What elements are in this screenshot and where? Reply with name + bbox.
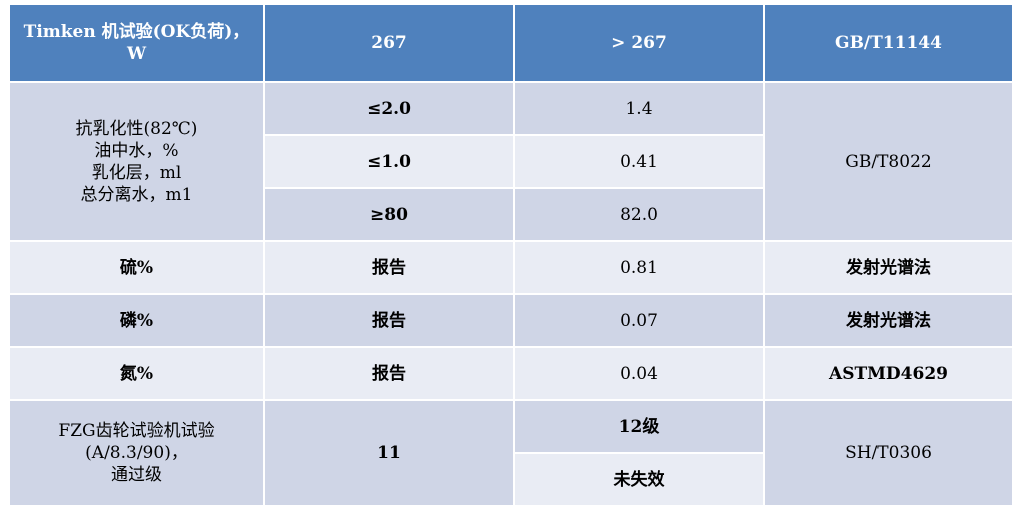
fzg-item-cell: FZG齿轮试验机试验 (A/8.3/90)， 通过级 bbox=[8, 399, 265, 507]
demulsibility-row-1: 抗乳化性(82℃) 油中水，% 乳化层，ml 总分离水，m1 ≤2.0 1.4 … bbox=[8, 81, 1014, 242]
nitrogen-spec-cell: 报告 bbox=[263, 346, 515, 401]
nitrogen-item-cell: 氮% bbox=[8, 346, 265, 401]
fzg-result-cell-1: 12级 bbox=[513, 399, 765, 454]
nitrogen-row: 氮% 报告 0.04 ASTMD4629 bbox=[8, 346, 1014, 401]
demulsibility-line-4: 总分离水，m1 bbox=[80, 184, 193, 205]
total-water-spec-cell: ≥80 bbox=[263, 187, 515, 242]
demulsibility-line-1: 抗乳化性(82℃) bbox=[75, 118, 198, 139]
total-water-result-cell: 82.0 bbox=[513, 187, 765, 242]
demulsibility-item-cell: 抗乳化性(82℃) 油中水，% 乳化层，ml 总分离水，m1 bbox=[8, 81, 265, 242]
fzg-row-2: 未失效 bbox=[9, 452, 1013, 507]
fzg-spec-cell: 11 bbox=[263, 399, 515, 507]
sulfur-item-cell: 硫% bbox=[8, 240, 265, 295]
sulfur-result-cell: 0.81 bbox=[513, 240, 765, 295]
fzg-method-cell: SH/T0306 bbox=[763, 399, 1014, 507]
demulsibility-method-cell: GB/T8022 bbox=[763, 81, 1014, 242]
fzg-line-3: 通过级 bbox=[111, 465, 162, 485]
fzg-line-2: (A/8.3/90)， bbox=[85, 443, 188, 463]
demulsibility-line-3: 乳化层，ml bbox=[91, 162, 182, 183]
phosphorus-method-cell: 发射光谱法 bbox=[763, 293, 1014, 348]
header-method-cell: GB/T11144 bbox=[763, 3, 1014, 83]
emulsion-layer-result-cell: 0.41 bbox=[513, 134, 765, 189]
sulfur-row: 硫% 报告 0.81 发射光谱法 bbox=[8, 240, 1014, 295]
phosphorus-item-cell: 磷% bbox=[8, 293, 265, 348]
header-item-cell: Timken 机试验(OK负荷)，W bbox=[8, 3, 265, 83]
sulfur-method-cell: 发射光谱法 bbox=[763, 240, 1014, 295]
table-header-row: Timken 机试验(OK负荷)，W 267 > 267 GB/T11144 bbox=[8, 3, 1014, 83]
header-result-cell: > 267 bbox=[513, 3, 765, 83]
phosphorus-result-cell: 0.07 bbox=[513, 293, 765, 348]
fzg-row-1: FZG齿轮试验机试验 (A/8.3/90)， 通过级 11 12级 SH/T03… bbox=[8, 399, 1014, 507]
sulfur-spec-cell: 报告 bbox=[263, 240, 515, 295]
spec-table: Timken 机试验(OK负荷)，W 267 > 267 GB/T11144 抗… bbox=[8, 3, 1014, 507]
water-in-oil-result-cell: 1.4 bbox=[513, 81, 765, 136]
fzg-line-1: FZG齿轮试验机试验 bbox=[58, 421, 215, 441]
demulsibility-row-2: ≤1.0 0.41 bbox=[9, 134, 1013, 189]
header-spec-cell: 267 bbox=[263, 3, 515, 83]
fzg-result-cell-2: 未失效 bbox=[513, 452, 765, 507]
phosphorus-row: 磷% 报告 0.07 发射光谱法 bbox=[8, 293, 1014, 348]
phosphorus-spec-cell: 报告 bbox=[263, 293, 515, 348]
nitrogen-method-cell: ASTMD4629 bbox=[763, 346, 1014, 401]
nitrogen-result-cell: 0.04 bbox=[513, 346, 765, 401]
water-in-oil-spec-cell: ≤2.0 bbox=[263, 81, 515, 136]
demulsibility-line-2: 油中水，% bbox=[94, 140, 179, 161]
emulsion-layer-spec-cell: ≤1.0 bbox=[263, 134, 515, 189]
demulsibility-row-3: ≥80 82.0 bbox=[9, 187, 1013, 242]
